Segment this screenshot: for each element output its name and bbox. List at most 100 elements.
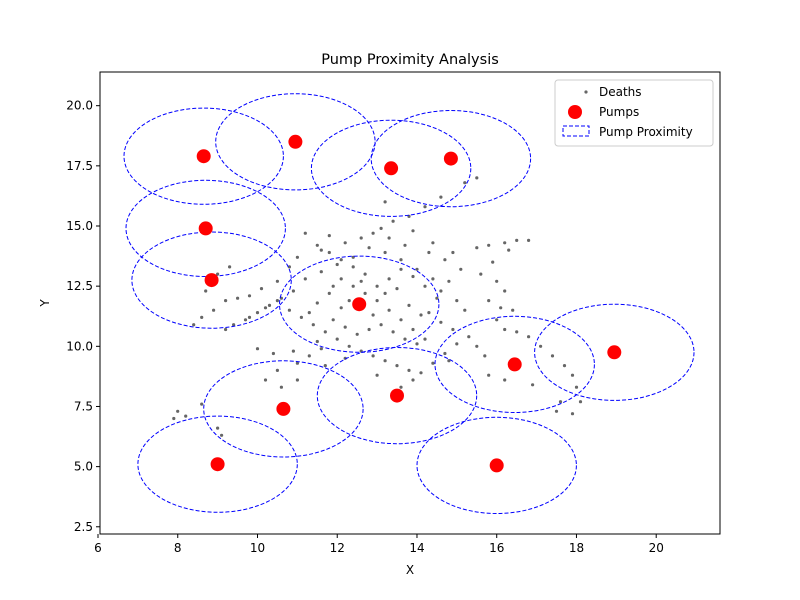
death-point (327, 291, 331, 295)
legend-pumps-label: Pumps (599, 105, 639, 119)
death-point (200, 402, 204, 406)
death-point (176, 409, 180, 413)
death-point (423, 337, 427, 341)
death-point (475, 246, 479, 250)
pump-proximity-circle (137, 415, 298, 513)
death-point (415, 267, 419, 271)
legend-box (554, 79, 714, 147)
death-point (275, 279, 279, 283)
legend-pumps-marker (568, 105, 582, 119)
death-point (495, 318, 499, 322)
death-point (435, 296, 439, 300)
proximity-series (123, 93, 695, 514)
death-point (411, 274, 415, 279)
death-point (403, 337, 407, 341)
death-point (351, 255, 355, 259)
death-point (228, 265, 232, 269)
death-point (375, 373, 379, 377)
death-point (439, 195, 443, 199)
death-point (275, 368, 279, 372)
death-point (487, 243, 491, 247)
death-point (495, 279, 499, 283)
death-point (558, 400, 563, 404)
y-axis: 2.5 5.0 7.5 10.0 12.5 15.0 17.5 20.0 (66, 99, 100, 534)
death-point (255, 311, 260, 315)
death-point (172, 416, 176, 421)
chart-title: Pump Proximity Analysis (321, 52, 499, 68)
death-point (232, 323, 236, 327)
death-point (247, 294, 252, 298)
death-point (411, 229, 415, 233)
y-tick-label: 15.0 (66, 219, 93, 233)
death-point (291, 349, 295, 353)
pump-marker (443, 151, 458, 166)
death-point (343, 241, 347, 245)
x-axis-label: X (406, 563, 414, 577)
death-point (427, 311, 431, 315)
death-point (331, 318, 335, 322)
death-point (487, 299, 491, 303)
death-point (184, 414, 188, 418)
death-point (439, 320, 443, 324)
death-point (447, 279, 451, 283)
death-point (287, 265, 291, 269)
deaths-series (172, 176, 583, 437)
pump-marker (288, 134, 303, 149)
pump-proximity-circle (131, 231, 292, 329)
x-axis: 6 8 10 12 14 16 18 20 (94, 534, 664, 555)
death-point (491, 260, 495, 264)
death-point (515, 330, 519, 334)
death-point (216, 426, 220, 430)
death-point (307, 354, 311, 358)
death-point (419, 371, 423, 375)
death-point (499, 306, 503, 310)
death-point (503, 241, 507, 245)
pump-proximity-circle (123, 107, 284, 205)
x-tick-label: 12 (330, 541, 345, 555)
x-tick-label: 16 (489, 541, 504, 555)
death-point (379, 323, 383, 327)
death-point (562, 364, 567, 368)
death-point (315, 339, 319, 344)
death-point (379, 226, 383, 230)
death-point (395, 287, 399, 291)
death-point (411, 327, 415, 332)
death-point (570, 373, 575, 377)
death-point (311, 323, 315, 327)
plot-area (123, 93, 695, 514)
death-point (383, 359, 387, 363)
death-point (339, 258, 343, 262)
death-point (399, 267, 403, 271)
legend-deaths-label: Deaths (599, 85, 642, 99)
death-point (375, 284, 379, 288)
death-point (399, 318, 403, 322)
death-point (315, 243, 319, 247)
death-point (455, 299, 459, 303)
death-point (331, 284, 335, 288)
death-point (415, 342, 419, 346)
pump-marker (210, 457, 225, 472)
death-point (407, 368, 411, 372)
x-tick-label: 10 (250, 541, 265, 555)
death-point (291, 289, 295, 293)
death-point (299, 315, 303, 319)
pump-proximity-circle (125, 179, 286, 277)
death-point (383, 250, 387, 255)
death-point (503, 289, 507, 293)
death-point (550, 354, 555, 358)
death-point (263, 306, 268, 310)
death-point (431, 361, 435, 365)
death-point (335, 337, 339, 341)
death-point (431, 277, 435, 281)
death-point (423, 205, 427, 209)
death-point (527, 238, 531, 242)
y-tick-label: 10.0 (66, 339, 93, 353)
death-point (367, 327, 371, 332)
death-point (459, 267, 463, 271)
death-point (447, 359, 451, 363)
pump-marker (352, 297, 367, 312)
death-point (275, 299, 279, 303)
death-point (323, 364, 327, 368)
x-tick-label: 14 (409, 541, 424, 555)
